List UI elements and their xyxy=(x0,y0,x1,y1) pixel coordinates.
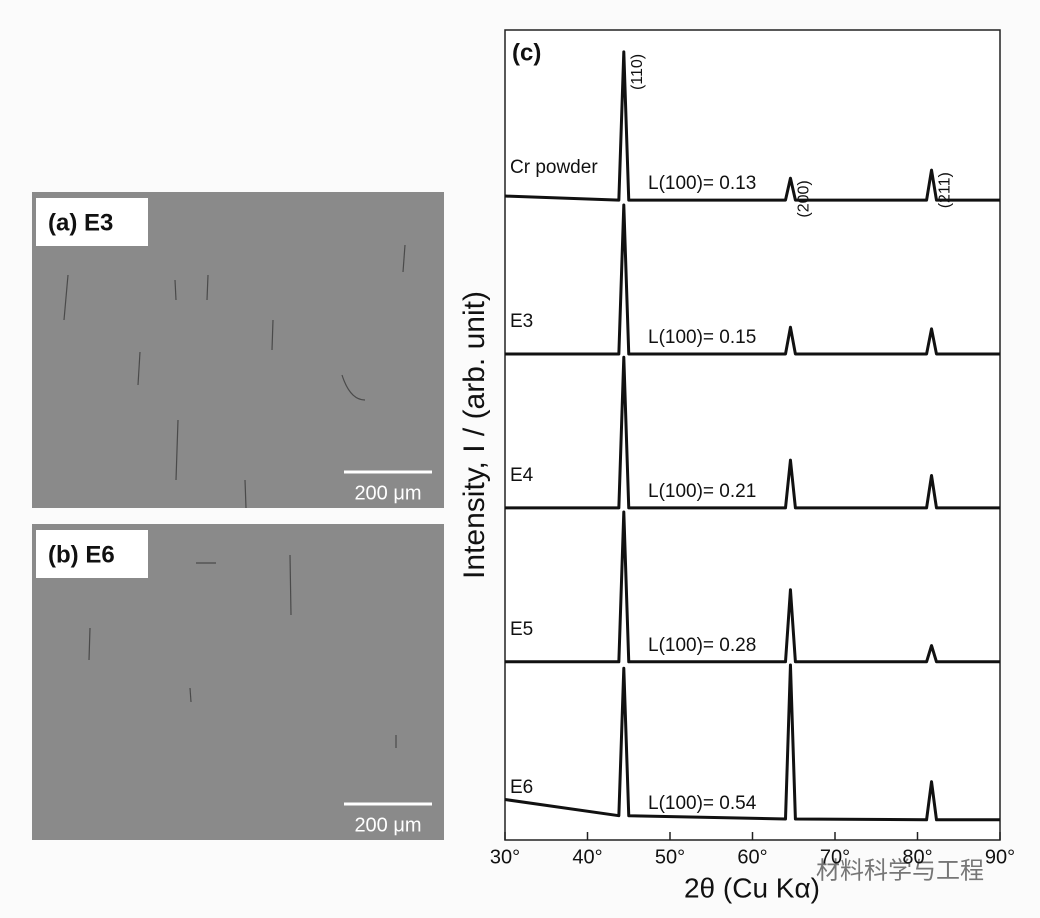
x-tick-label: 80° xyxy=(902,846,932,868)
annotation: L(100)= 0.21 xyxy=(648,481,756,502)
x-tick-label: 30° xyxy=(490,846,520,868)
x-tick-label: 60° xyxy=(737,846,767,868)
xrd-trace xyxy=(505,510,1000,664)
y-axis-label: Intensity, I / (arb. unit) xyxy=(458,291,491,579)
x-tick-label: 50° xyxy=(655,846,685,868)
panel-label-box xyxy=(36,530,148,578)
series-label: E4 xyxy=(510,465,534,486)
annotation: L(100)= 0.54 xyxy=(648,793,757,814)
peak-label: (200) xyxy=(796,180,813,217)
annotation: L(100)= 0.28 xyxy=(648,635,756,656)
xrd-trace xyxy=(504,663,1000,822)
x-tick-label: 70° xyxy=(820,846,850,868)
x-tick-label: 90° xyxy=(985,846,1015,868)
peak-label: (110) xyxy=(629,54,646,90)
xrd-trace xyxy=(505,355,1000,510)
annotation: L(100)= 0.15 xyxy=(648,327,756,348)
series-label: E6 xyxy=(510,777,533,798)
panel-label: (a) E3 xyxy=(48,209,113,236)
plot-frame xyxy=(504,29,1001,841)
xrd-trace xyxy=(505,203,1000,356)
scale-bar-label: 200 μm xyxy=(354,482,421,504)
crack-lines xyxy=(63,244,406,509)
xrd-trace xyxy=(504,50,1000,202)
series-label: E3 xyxy=(510,311,533,332)
panel-label: (c) xyxy=(512,39,541,66)
series-label: Cr powder xyxy=(510,157,598,178)
watermark: 材料科学与工程 xyxy=(816,857,984,884)
peak-label: (211) xyxy=(937,172,954,208)
crack-lines xyxy=(88,554,397,748)
scale-bar-label: 200 μm xyxy=(354,814,421,836)
annotation: L(100)= 0.13 xyxy=(648,173,756,194)
x-axis-label: 2θ (Cu Kα) xyxy=(684,872,820,903)
panel-label-box xyxy=(36,198,148,246)
series-label: E5 xyxy=(510,619,533,640)
x-tick-label: 40° xyxy=(572,846,602,868)
panel-label: (b) E6 xyxy=(48,541,115,568)
